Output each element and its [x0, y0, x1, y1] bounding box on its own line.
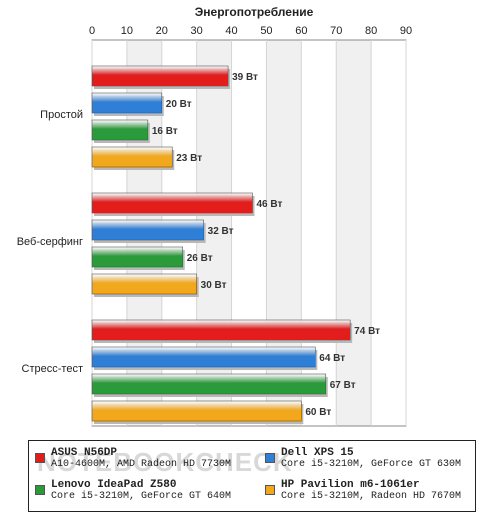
- legend-desc: Core i5-3210M, GeForce GT 640M: [51, 491, 232, 502]
- data-label: 23 Вт: [176, 153, 202, 164]
- bar: [91, 319, 351, 341]
- chart-title: Энергопотребление: [195, 5, 314, 19]
- bar: [91, 373, 327, 395]
- data-label: 32 Вт: [208, 226, 234, 237]
- chart: Энергопотребление 0 10 20 30 40 50 60 70 80 90 Пр…: [17, 5, 412, 427]
- x-tick-label: 80: [365, 25, 377, 37]
- data-label: 64 Вт: [319, 353, 345, 364]
- legend-item-hp: HP Pavilion m6-1061er Core i5-3210M, Rad…: [281, 479, 461, 502]
- legend-name: Dell XPS 15: [281, 447, 354, 459]
- grid-band: [336, 40, 372, 426]
- bar: [91, 273, 197, 295]
- x-tick-label: 10: [121, 25, 133, 37]
- legend-item-dell: Dell XPS 15 Core i5-3210M, GeForce GT 63…: [281, 447, 461, 470]
- x-tick-label: 30: [191, 25, 203, 37]
- data-label: 16 Вт: [152, 126, 178, 137]
- bar: [91, 65, 229, 87]
- bar: [91, 400, 302, 422]
- bar: [91, 246, 184, 268]
- category-label: Простой: [40, 109, 83, 121]
- bar: [91, 119, 149, 141]
- watermark: NOTEBOOKCHECK: [37, 447, 293, 477]
- category-label: Веб-серфинг: [17, 236, 83, 248]
- x-tick-label: 70: [330, 25, 342, 37]
- data-label: 20 Вт: [166, 99, 192, 110]
- legend-desc: A10-4600M, AMD Radeon HD 7730M: [51, 459, 232, 470]
- x-tick-label: 50: [260, 25, 272, 37]
- x-tick-label: 20: [156, 25, 168, 37]
- legend-item-asus: ASUS N56DP A10-4600M, AMD Radeon HD 7730…: [51, 447, 231, 470]
- legend-desc: Core i5-3210M, Radeon HD 7670M: [281, 491, 462, 502]
- data-label: 30 Вт: [201, 280, 227, 291]
- data-label: 74 Вт: [354, 326, 380, 337]
- legend: NOTEBOOKCHECK ASUS N56DP A10-4600M, AMD …: [28, 440, 476, 512]
- legend-swatch-hp: [265, 485, 275, 495]
- legend-name: Lenovo IdeaPad Z580: [51, 479, 177, 491]
- data-label: 67 Вт: [330, 380, 356, 391]
- x-tick-label: 40: [225, 25, 237, 37]
- legend-desc: Core i5-3210M, GeForce GT 630M: [281, 459, 462, 470]
- data-label: 46 Вт: [256, 199, 282, 210]
- category-label: Стресс-тест: [22, 363, 83, 375]
- grid-band: [371, 40, 406, 426]
- bar: [91, 146, 173, 168]
- x-tick-label: 90: [400, 25, 412, 37]
- legend-name: ASUS N56DP: [51, 447, 118, 459]
- legend-swatch-lenovo: [35, 485, 45, 495]
- x-tick-label: 60: [295, 25, 307, 37]
- bar: [91, 219, 204, 241]
- data-label: 26 Вт: [187, 253, 213, 264]
- data-label: 39 Вт: [232, 72, 258, 83]
- legend-name: HP Pavilion m6-1061er: [281, 479, 420, 491]
- legend-item-lenovo: Lenovo IdeaPad Z580 Core i5-3210M, GeFor…: [51, 479, 231, 502]
- bar: [91, 346, 316, 368]
- legend-swatch-dell: [265, 453, 275, 463]
- bar: [91, 192, 253, 214]
- legend-swatch-asus: [35, 453, 45, 463]
- bar: [91, 92, 163, 114]
- data-label: 60 Вт: [305, 407, 331, 418]
- x-tick-label: 0: [89, 25, 95, 37]
